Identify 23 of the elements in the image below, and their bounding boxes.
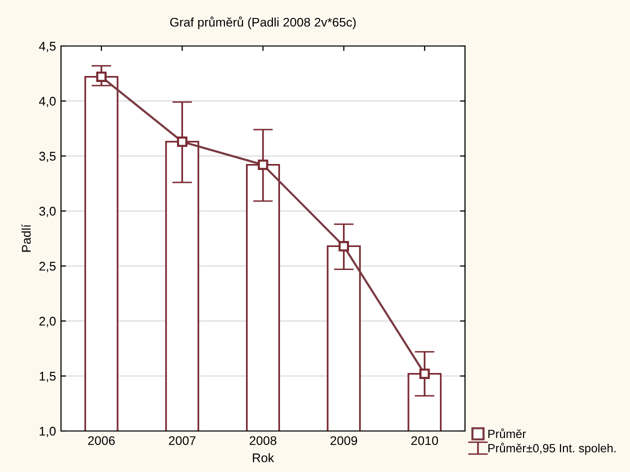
y-tick-label: 4,0 bbox=[39, 96, 56, 108]
y-tick-label: 3,0 bbox=[39, 206, 56, 218]
point bbox=[96, 72, 107, 82]
y-axis-title: Padlí bbox=[21, 224, 31, 252]
x-tick-label: 2007 bbox=[168, 436, 196, 446]
chart-title: Graf průměrů (Padli 2008 2v*65c) bbox=[170, 16, 356, 30]
x-tick-label: 2010 bbox=[411, 436, 438, 446]
y-tick-label: 1,5 bbox=[40, 372, 56, 382]
legend-label: Průměr bbox=[488, 428, 526, 438]
x-tick-label: 2006 bbox=[88, 436, 115, 446]
point bbox=[338, 240, 350, 252]
x-axis-title: Rok bbox=[252, 453, 274, 462]
point bbox=[419, 368, 430, 380]
x-tick-label: 2009 bbox=[330, 436, 358, 446]
point bbox=[176, 136, 188, 147]
y-tick-label: 2,0 bbox=[39, 316, 56, 328]
y-tick-label: 2,5 bbox=[39, 262, 56, 272]
y-tick-label: 4,5 bbox=[39, 42, 56, 52]
y-tick-label: 1,0 bbox=[40, 426, 56, 438]
x-tick-label: 2008 bbox=[250, 436, 276, 446]
y-tick-label: 3,5 bbox=[39, 152, 56, 162]
point bbox=[258, 160, 268, 170]
legend-label: Průměr±0,95 Int. spoleh. bbox=[488, 442, 616, 455]
